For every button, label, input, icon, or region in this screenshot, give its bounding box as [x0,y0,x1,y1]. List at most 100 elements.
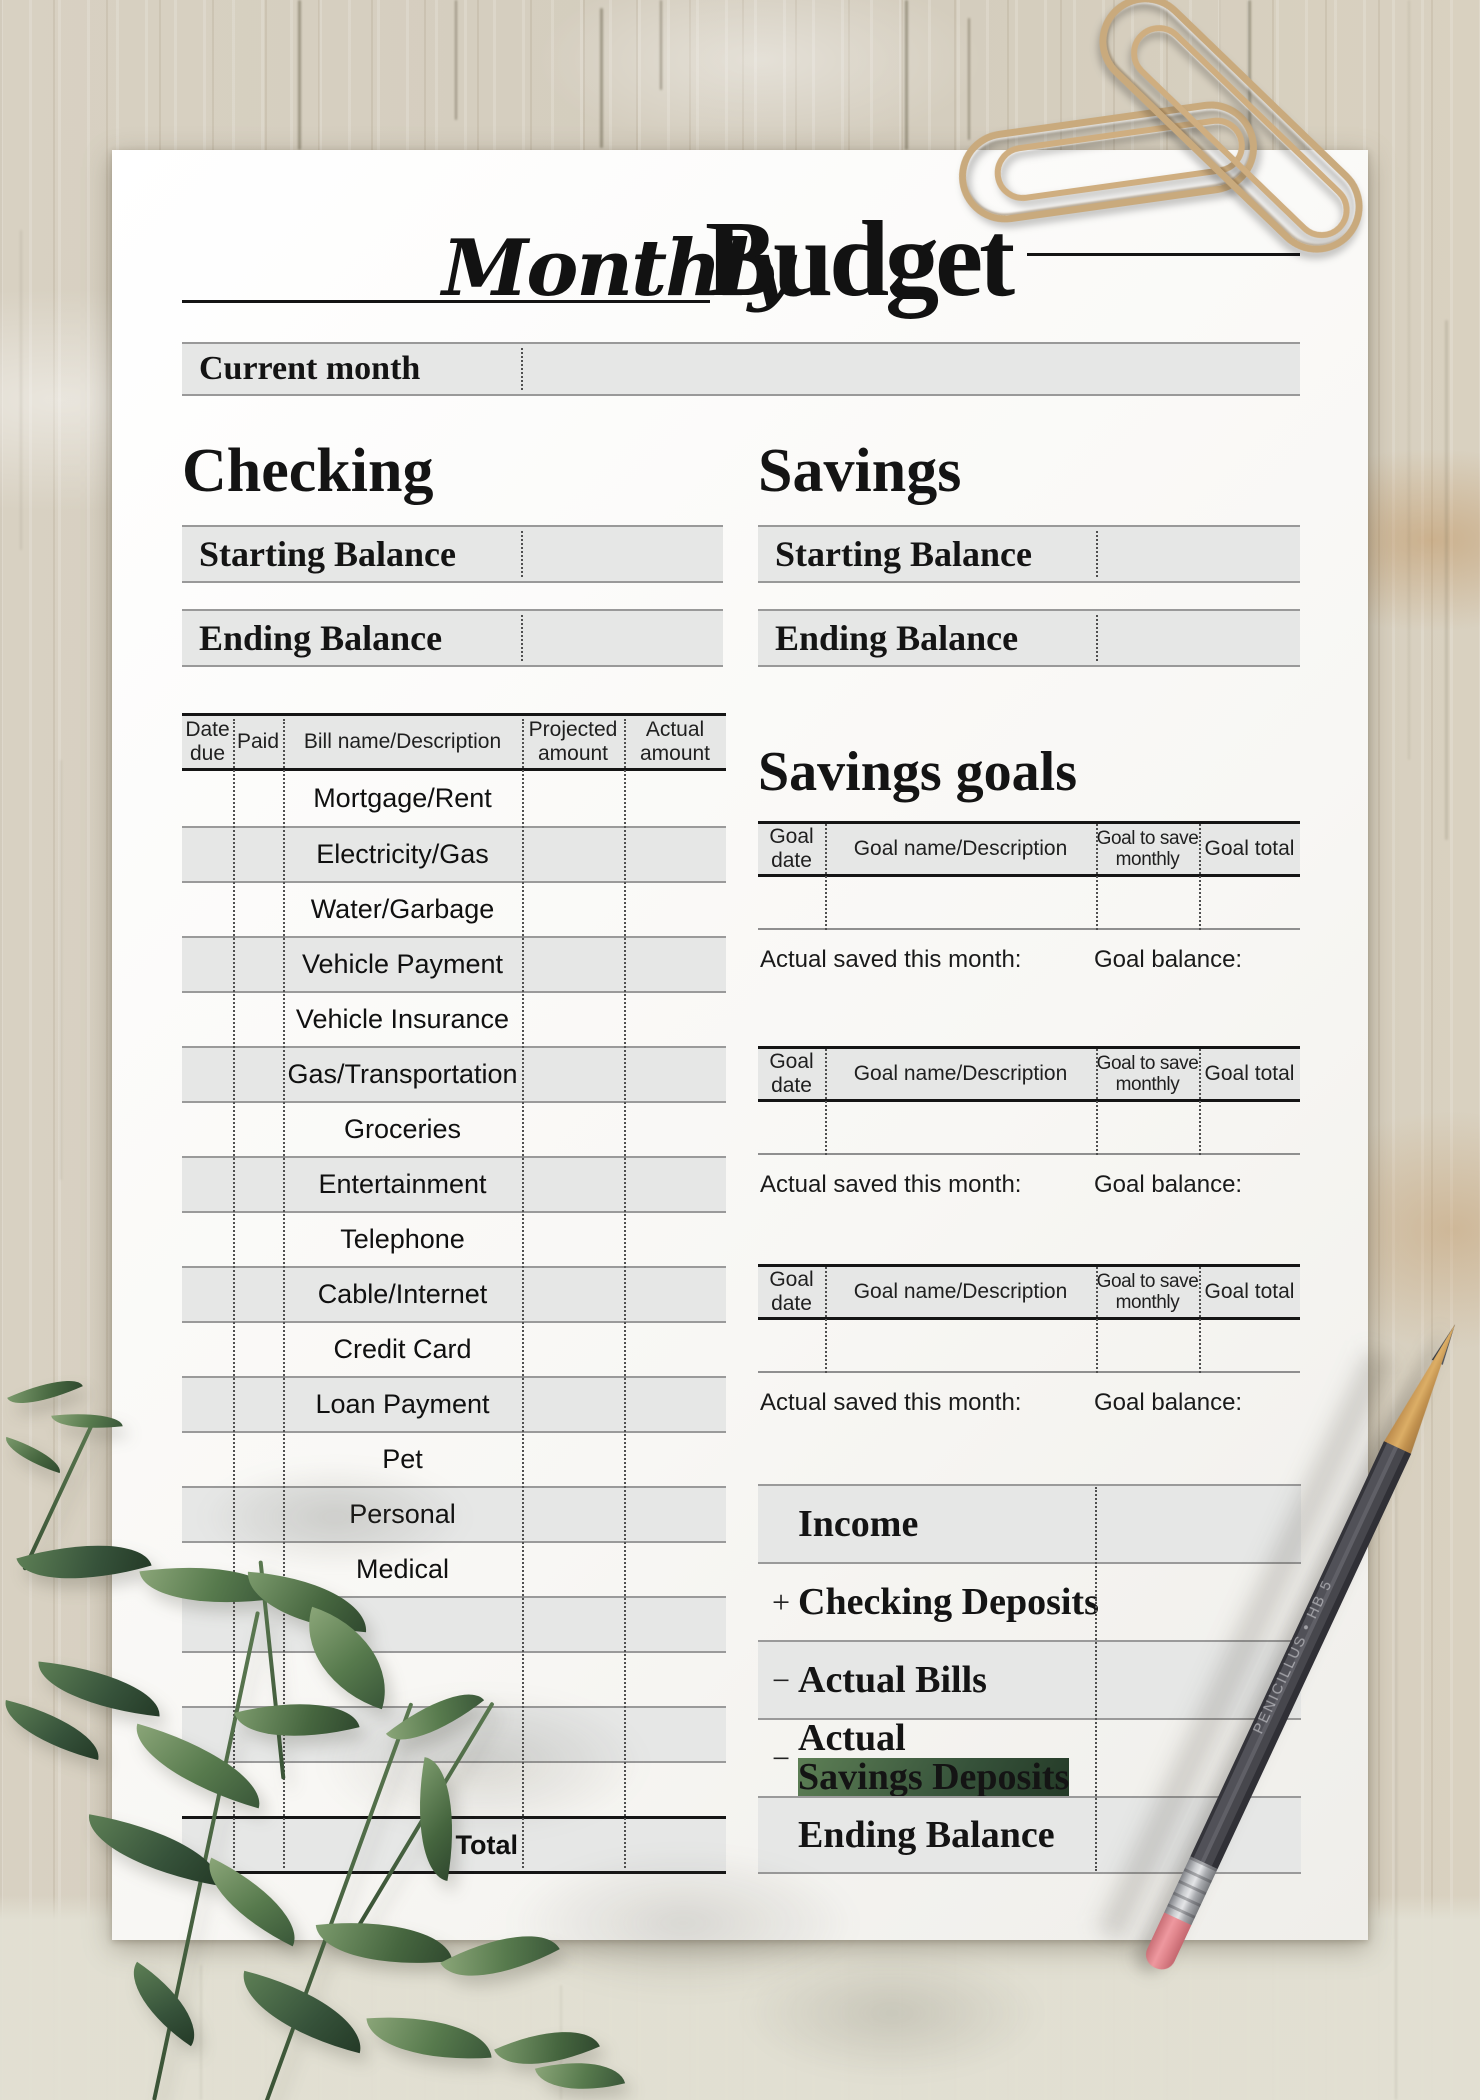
plus-sign: + [772,1583,791,1620]
goal-table-header: Goal date Goal name/Description Goal to … [758,1264,1300,1320]
wood-grain-line [560,1985,562,2100]
wood-grain-line [455,0,457,120]
goal-footer-labels: Actual saved this month: Goal balance: [758,1171,1300,1199]
leaf-shadow [508,1848,858,1998]
savings-goal-block-2: Goal date Goal name/Description Goal to … [758,1046,1300,1199]
actual-savings-deposits-row: − Actual Savings Deposits [758,1718,1301,1797]
bills-header: Date due Paid Bill name/Description Project… [182,716,726,771]
checking-section-heading: Checking [182,437,434,505]
goal-date-header: Goal date [769,825,814,872]
actual-saved-label: Actual saved this month: [760,946,1022,973]
bill-name-cell: Personal [283,1499,522,1530]
starting-balance-label: Starting Balance [199,534,456,574]
ending-balance-label: Ending Balance [199,618,443,658]
goal-balance-label: Goal balance: [1094,1171,1243,1198]
goal-balance-label: Goal balance: [1094,1389,1243,1416]
bill-name-cell: Vehicle Payment [301,949,504,979]
title-script-word: Monthly [442,223,793,314]
dotted-divider [521,531,523,577]
wood-grain-line [20,230,22,550]
goal-footer-labels: Actual saved this month: Goal balance: [758,946,1300,974]
bill-row [182,1651,726,1706]
wood-grain-line [1248,0,1251,150]
bill-row: Personal [182,1486,726,1541]
dotted-divider [825,1049,827,1155]
goal-table-header: Goal date Goal name/Description Goal to … [758,821,1300,877]
bill-name-cell: Telephone [340,1224,465,1254]
goal-table-header: Goal date Goal name/Description Goal to … [758,1046,1300,1102]
bill-row: Cable/Internet [182,1266,726,1321]
savings-goals-heading: Savings goals [758,741,1077,803]
dotted-divider [1199,1049,1201,1155]
actual-bills-label: Actual Bills [798,1658,987,1701]
bill-row [182,1596,726,1651]
bill-name-cell: Vehicle Insurance [295,1004,510,1034]
savings-ending-balance-row: Ending Balance [758,609,1300,667]
actual-saved-label: Actual saved this month: [760,1389,1022,1416]
bill-row: Mortgage/Rent [182,771,726,826]
goal-entry-row [758,1102,1300,1155]
starting-balance-label: Starting Balance [775,534,1032,574]
bill-name-cell: Entertainment [318,1169,487,1199]
paid-header: Paid [236,730,280,754]
minus-sign: − [772,1739,791,1776]
bill-name-cell: Gas/Transportation [287,1059,518,1089]
goal-total-header: Goal total [1204,837,1295,861]
bill-name-cell: Credit Card [333,1334,472,1364]
goal-balance-label: Goal balance: [1094,946,1243,973]
wood-grain-line [600,8,603,148]
bill-name-cell: Pet [382,1444,423,1474]
dotted-divider [624,719,626,1868]
wood-grain-line [905,0,908,150]
checking-deposits-label: Checking Deposits [798,1580,1099,1623]
title-underline-right [1027,253,1300,256]
actual-bills-row: − Actual Bills [758,1640,1301,1718]
goal-name-header: Goal name/Description [853,837,1068,861]
savings-goal-block-1: Goal date Goal name/Description Goal to … [758,821,1300,974]
bill-row: Water/Garbage [182,881,726,936]
wood-grain-line [298,0,301,150]
bill-row: Entertainment [182,1156,726,1211]
bill-name-cell: Mortgage/Rent [313,783,492,813]
dotted-divider [1199,1267,1201,1373]
ending-balance-label: Ending Balance [775,618,1019,658]
dotted-divider [1096,1267,1098,1373]
income-label: Income [798,1502,919,1545]
bill-name-cell: Electricity/Gas [316,839,489,869]
page-title: Budget [705,200,1015,319]
checking-deposits-row: + Checking Deposits [758,1562,1301,1640]
savings-starting-balance-row: Starting Balance [758,525,1300,583]
bill-row: Vehicle Payment [182,936,726,991]
bill-row: Telephone [182,1211,726,1266]
dotted-divider [283,719,285,1868]
goal-date-header: Goal date [769,1050,814,1097]
dotted-divider [521,615,523,661]
summary-ending-balance-label: Ending Balance [798,1813,1055,1856]
dotted-divider [1096,531,1098,577]
bill-name-cell: Loan Payment [315,1389,490,1419]
wood-grain-line [60,760,62,1180]
bill-row: Groceries [182,1101,726,1156]
wood-grain-line [968,18,970,140]
bill-row: Gas/Transportation [182,1046,726,1101]
goal-save-monthly-header: Goal to save monthly [1096,1270,1199,1313]
wood-grain-line [660,0,662,90]
leaf-shadow [318,1688,648,1838]
goal-save-monthly-header: Goal to save monthly [1096,827,1199,870]
bills-table: Date due Paid Bill name/Description Project… [182,713,726,1874]
bill-name-header: Bill name/Description [303,730,502,754]
dotted-divider [233,719,235,1868]
current-month-label: Current month [199,350,421,387]
dotted-divider [1096,824,1098,930]
income-row: Income [758,1484,1301,1562]
bill-row: Electricity/Gas [182,826,726,881]
income-summary-table: Income + Checking Deposits − Actual Bill… [758,1484,1301,1874]
dotted-divider [1096,1049,1098,1155]
dotted-divider [522,719,524,1868]
dotted-divider [1199,824,1201,930]
checking-starting-balance-row: Starting Balance [182,525,723,583]
title-underline-left [182,300,710,303]
savings-goal-block-3: Goal date Goal name/Description Goal to … [758,1264,1300,1417]
dotted-divider [1096,615,1098,661]
